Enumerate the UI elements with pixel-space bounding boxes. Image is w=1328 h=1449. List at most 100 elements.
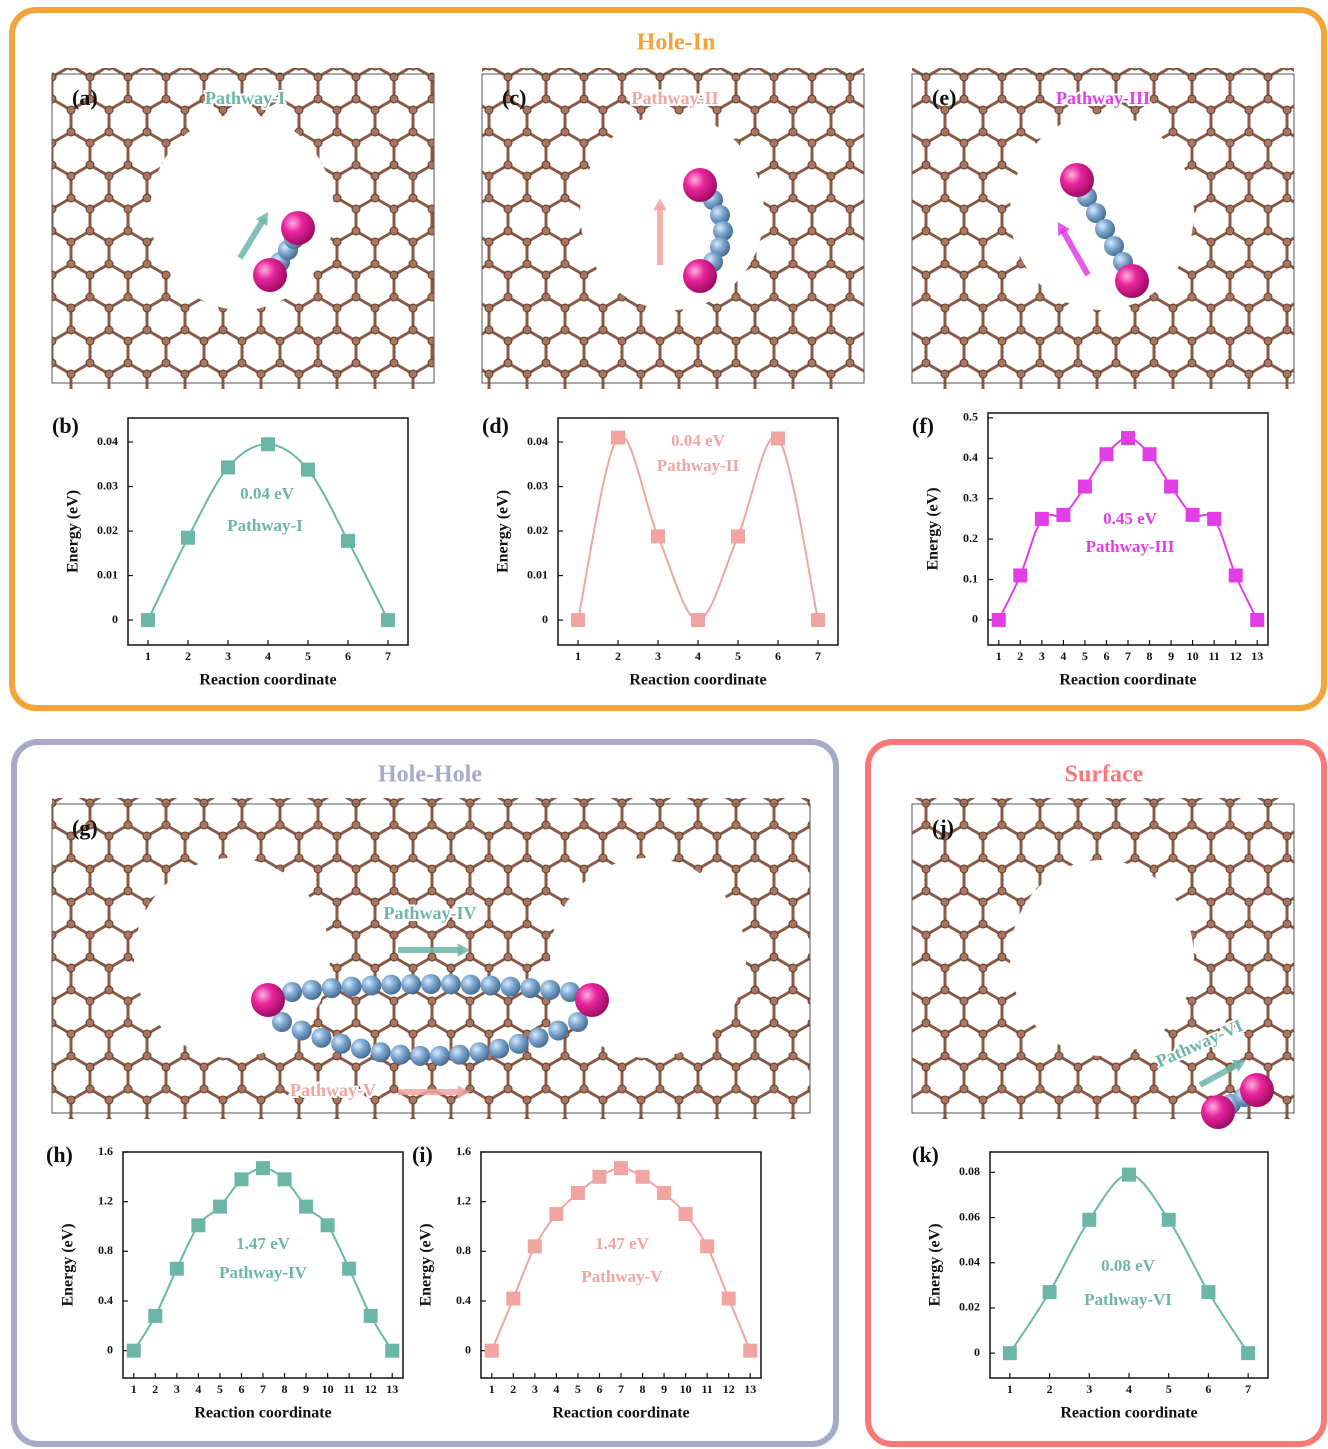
chain-atom (540, 980, 560, 1000)
metal-atom (575, 983, 609, 1017)
y-tick-label: 0.8 (98, 1243, 113, 1257)
x-tick-label: 7 (815, 649, 821, 663)
energy-curve (492, 1168, 750, 1351)
x-tick-label: 3 (532, 1382, 538, 1396)
pore (1010, 860, 1194, 1056)
data-point (1122, 1168, 1136, 1182)
structure-panel: (a)Pathway-I (52, 68, 434, 389)
data-point (342, 1262, 356, 1276)
x-tick-label: 1 (996, 649, 1002, 663)
data-point (321, 1218, 335, 1232)
metal-atom (281, 211, 315, 245)
x-tick-label: 6 (1103, 649, 1109, 663)
data-point (1003, 1346, 1017, 1360)
chain-atom (509, 1034, 529, 1054)
x-tick-label: 3 (1039, 649, 1045, 663)
x-tick-label: 3 (174, 1382, 180, 1396)
data-point (256, 1161, 270, 1175)
metal-atom (683, 259, 717, 293)
data-point (771, 431, 785, 445)
y-tick-label: 0.4 (963, 450, 978, 464)
lattice (482, 68, 864, 389)
x-tick-label: 2 (185, 649, 191, 663)
data-point (191, 1218, 205, 1232)
x-tick-label: 3 (655, 649, 661, 663)
x-tick-label: 1 (145, 649, 151, 663)
x-tick-label: 5 (1082, 649, 1088, 663)
x-tick-label: 9 (303, 1382, 309, 1396)
x-tick-label: 5 (305, 649, 311, 663)
y-tick-label: 0.3 (963, 490, 978, 504)
annotation: 1.47 eV (595, 1234, 650, 1253)
x-tick-label: 8 (1147, 649, 1153, 663)
chain-atom (1095, 219, 1115, 239)
structure-panel: (j)Pathway-VI (912, 798, 1294, 1129)
data-point (1143, 447, 1157, 461)
pathway-label: Pathway-I (205, 88, 285, 108)
annotation: Pathway-VI (1084, 1290, 1172, 1309)
y-tick-label: 0 (465, 1342, 471, 1356)
panel-label: (h) (46, 1142, 73, 1167)
data-point (722, 1292, 736, 1306)
chain-atom (342, 977, 362, 997)
x-tick-label: 2 (615, 649, 621, 663)
y-tick-label: 0.04 (97, 434, 118, 448)
lattice (52, 68, 434, 389)
x-tick-label: 4 (553, 1382, 559, 1396)
data-point (691, 613, 705, 627)
data-point (381, 613, 395, 627)
metal-atom (1240, 1073, 1274, 1107)
data-point (1121, 431, 1135, 445)
chain-atom (351, 1039, 371, 1059)
y-tick-label: 0.06 (959, 1209, 980, 1223)
x-tick-label: 4 (1126, 1382, 1132, 1396)
annotation: 0.04 eV (240, 484, 295, 503)
annotation: Pathway-IV (219, 1263, 308, 1282)
x-tick-label: 10 (1187, 649, 1199, 663)
x-tick-label: 7 (260, 1382, 266, 1396)
y-tick-label: 0.08 (959, 1164, 980, 1178)
chain-atom (390, 1045, 410, 1065)
data-point (213, 1200, 227, 1214)
x-axis-title: Reaction coordinate (1059, 672, 1196, 689)
y-axis-title: Energy (eV) (418, 1223, 435, 1306)
x-tick-label: 8 (640, 1382, 646, 1396)
x-tick-label: 7 (618, 1382, 624, 1396)
annotation: 1.47 eV (236, 1234, 291, 1253)
data-point (611, 431, 625, 445)
data-point (592, 1170, 606, 1184)
x-tick-label: 10 (322, 1382, 334, 1396)
x-tick-label: 4 (1060, 649, 1066, 663)
chain-atom (282, 982, 302, 1002)
x-axis-title: Reaction coordinate (194, 1405, 331, 1422)
section-title: Hole-In (637, 30, 716, 56)
x-tick-label: 9 (1168, 649, 1174, 663)
x-tick-label: 6 (238, 1382, 244, 1396)
y-tick-label: 0 (542, 612, 548, 626)
x-tick-label: 7 (1125, 649, 1131, 663)
chain-atom (381, 975, 401, 995)
structure-panel: (c)Pathway-II (482, 68, 864, 389)
chain-atom (421, 974, 441, 994)
data-point (181, 531, 195, 545)
chain-atom (548, 1020, 568, 1040)
section-title: Surface (1065, 762, 1144, 788)
energy-curve (134, 1168, 392, 1351)
y-tick-label: 0 (972, 612, 978, 626)
x-tick-label: 4 (265, 649, 271, 663)
data-point (299, 1200, 313, 1214)
x-tick-label: 1 (489, 1382, 495, 1396)
data-point (1043, 1285, 1057, 1299)
pore (580, 114, 764, 310)
x-tick-label: 6 (775, 649, 781, 663)
y-tick-label: 0.4 (98, 1293, 113, 1307)
pathway-label: Pathway-III (1056, 88, 1150, 108)
chain-atom (361, 975, 381, 995)
energy-chart: 00.40.81.21.612345678910111213Reaction c… (412, 1142, 761, 1422)
panel-label: (i) (412, 1142, 433, 1167)
y-tick-label: 1.6 (98, 1144, 113, 1158)
x-tick-label: 5 (735, 649, 741, 663)
panel-label: (k) (912, 1142, 939, 1167)
panel-label: (g) (72, 815, 98, 840)
